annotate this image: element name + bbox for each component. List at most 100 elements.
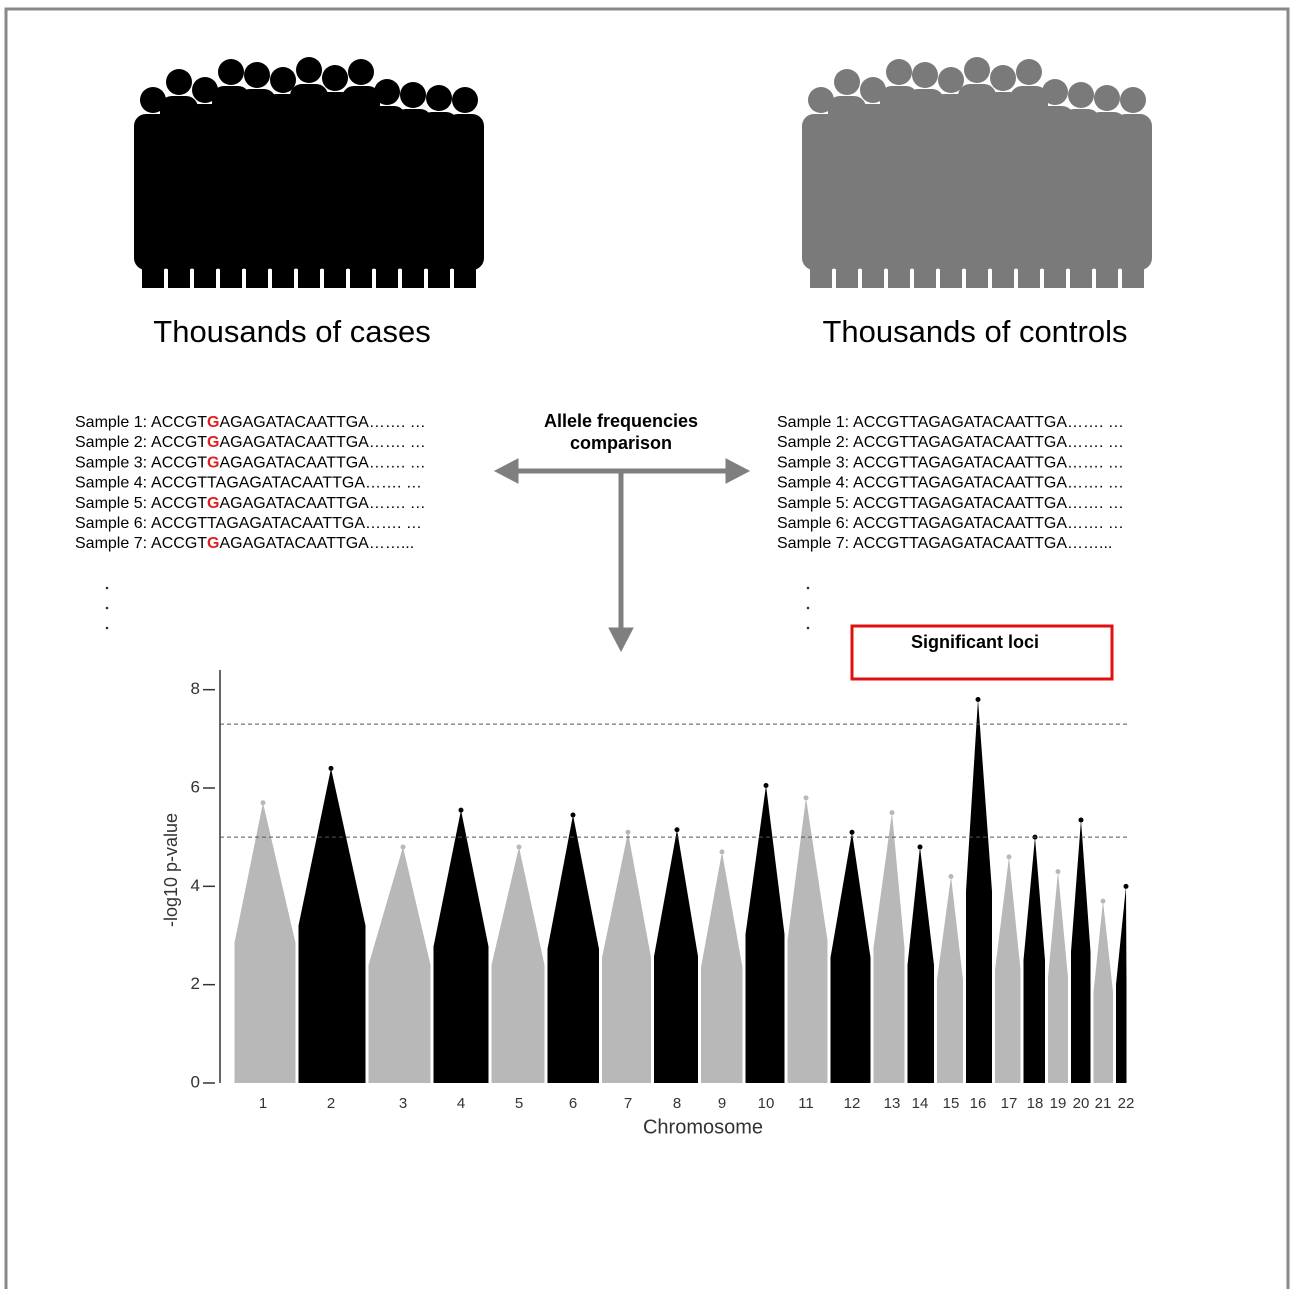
sequence-suffix: AGAGATACAATTGA……. … [918,455,1124,472]
x-tick-label: 15 [943,1095,960,1112]
peak-point [675,827,680,832]
person-head [218,59,244,85]
chromosome-signals [369,847,431,1083]
y-tick-label: 6 [191,777,200,796]
sample-line: Sample 6:ACCGTTAGAGATACAATTGA……. … [777,515,1124,532]
peak-point [571,813,576,818]
chromosome-signals [1048,872,1068,1083]
sequence-suffix: AGAGATACAATTGA……... [918,535,1113,552]
person-head [1016,59,1042,85]
sample-line: Sample 1:ACCGTTAGAGATACAATTGA……. … [777,414,1124,431]
sample-line: Sample 2:ACCGTTAGAGATACAATTGA……. … [777,434,1124,451]
diagram: Thousands of cases Thousands of controls… [0,0,1290,1289]
chromosome-signals [874,813,905,1083]
peak-point [949,874,954,879]
sample-label: Sample 2: [75,434,147,451]
person-head [1120,87,1146,113]
sequence-prefix: ACCGT [151,414,207,431]
peak-point [1056,869,1061,874]
x-axis-label: Chromosome [643,1116,763,1138]
person-head [244,62,270,88]
person-head [270,67,296,93]
group-title: Thousands of cases [153,314,430,349]
comparison-label: Allele frequencies comparison [521,410,721,454]
peak-point [329,766,334,771]
crowd [802,57,1152,288]
person-head [990,65,1016,91]
sample-label: Sample 4: [75,475,147,492]
person-head [1094,85,1120,111]
x-tick-label: 4 [457,1095,465,1112]
page: {"left_group": {"title": "Thousands of c… [0,0,1290,1289]
x-tick-label: 20 [1073,1095,1090,1112]
x-tick-label: 19 [1050,1095,1067,1112]
peak-point [401,845,406,850]
sample-line: Sample 4:ACCGTTAGAGATACAATTGA……. … [777,475,1124,492]
sequence-prefix: ACCGT [853,475,909,492]
x-tick-label: 9 [718,1095,726,1112]
sequence-suffix: AGAGATACAATTGA……... [220,535,415,552]
sequence-prefix: ACCGT [151,495,207,512]
person-head [400,82,426,108]
peak-point [517,845,522,850]
x-tick-label: 12 [844,1095,861,1112]
peak-point [1079,817,1084,822]
person-head [452,87,478,113]
sequence-suffix: AGAGATACAATTGA……. … [220,495,426,512]
crowds [134,57,1152,288]
sample-line: Sample 3:ACCGTGAGAGATACAATTGA……. … [75,455,426,472]
sequence-suffix: AGAGATACAATTGA……. … [220,455,426,472]
chromosome-signals [746,786,785,1083]
ellipsis [106,587,810,630]
person-head [912,62,938,88]
y-tick-label: 2 [191,974,200,993]
sample-line: Sample 5:ACCGTTAGAGATACAATTGA……. … [777,495,1124,512]
sequence-prefix: ACCGT [151,535,207,552]
x-tick-label: 18 [1027,1095,1044,1112]
person-head [834,69,860,95]
person-body [446,114,484,270]
peak-point [976,697,981,702]
group-title: Thousands of controls [822,314,1127,349]
sample-label: Sample 5: [75,495,147,512]
x-tick-label: 5 [515,1095,523,1112]
sequence-prefix: ACCGT [853,455,909,472]
sample-line: Sample 3:ACCGTTAGAGATACAATTGA……. … [777,455,1124,472]
sample-label: Sample 6: [777,515,849,532]
chromosome-signals [1116,886,1127,1083]
sequence-suffix: AGAGATACAATTGA……. … [918,414,1124,431]
sequence-suffix: AGAGATACAATTGA……. … [220,414,426,431]
person-head [348,59,374,85]
allele: G [207,414,219,431]
sequence-prefix: ACCGT [853,495,909,512]
person-body [1114,114,1152,270]
peak-point [890,810,895,815]
allele: G [207,535,219,552]
peak-point [720,849,725,854]
chromosome-signals [654,830,698,1083]
x-tick-label: 8 [673,1095,681,1112]
sample-label: Sample 2: [777,434,849,451]
y-axis-label: -log10 p-value [161,813,181,927]
chromosome-signals [1071,820,1091,1083]
sample-line: Sample 2:ACCGTGAGAGATACAATTGA……. … [75,434,426,451]
x-tick-label: 14 [912,1095,929,1112]
x-tick-label: 7 [624,1095,632,1112]
sample-label: Sample 6: [75,515,147,532]
sequence-prefix: ACCGT [853,434,909,451]
chromosome-signals [548,815,600,1083]
allele: G [207,434,219,451]
chromosome-signals [492,847,545,1083]
x-tick-label: 21 [1095,1095,1112,1112]
sample-label: Sample 7: [777,535,849,552]
sample-line: Sample 5:ACCGTGAGAGATACAATTGA……. … [75,495,426,512]
sequence-suffix: AGAGATACAATTGA……. … [918,434,1124,451]
allele: G [207,495,219,512]
chromosome-signals [908,847,935,1083]
peak-point [261,800,266,805]
x-tick-label: 6 [569,1095,577,1112]
sequence-suffix: AGAGATACAATTGA……. … [918,515,1124,532]
sequence-prefix: ACCGT [853,414,909,431]
person-head [322,65,348,91]
